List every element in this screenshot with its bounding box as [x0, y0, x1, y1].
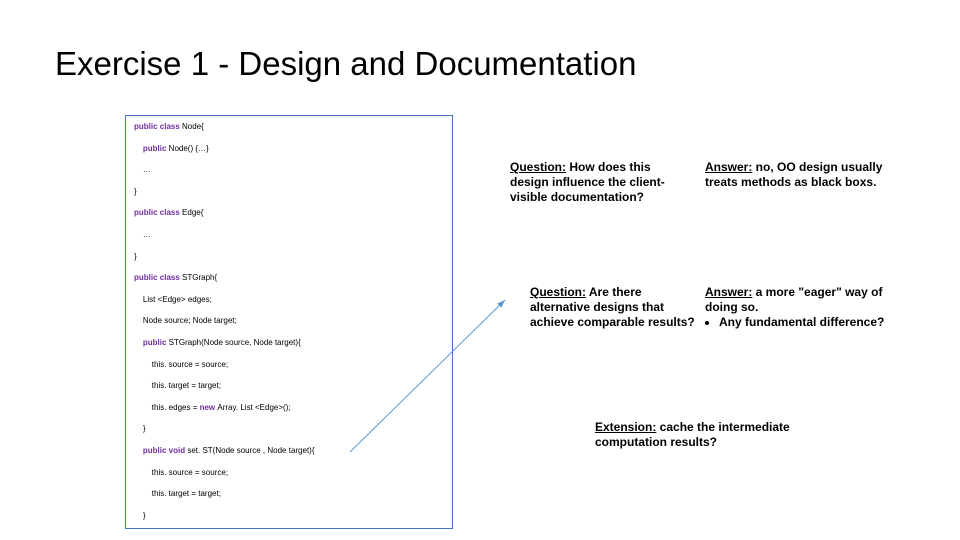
slide: Exercise 1 - Design and Documentation pu… [0, 0, 960, 540]
answer-1-label: Answer: [705, 160, 752, 174]
answer-2: Answer: a more "eager" way of doing so. … [705, 285, 915, 330]
question-2-label: Question: [530, 285, 586, 299]
answer-1: Answer: no, OO design usually treats met… [705, 160, 915, 190]
extension-label: Extension: [595, 420, 656, 434]
extension: Extension: cache the intermediate comput… [595, 420, 815, 450]
question-1: Question: How does this design influence… [510, 160, 685, 205]
code-box: public class Node{ public Node() {…} … }… [125, 115, 453, 529]
answer-2-bullet: Any fundamental difference? [719, 315, 915, 330]
slide-title: Exercise 1 - Design and Documentation [55, 45, 636, 83]
question-1-label: Question: [510, 160, 566, 174]
answer-2-label: Answer: [705, 285, 752, 299]
question-2: Question: Are there alternative designs … [530, 285, 700, 330]
code-content: public class Node{ public Node() {…} … }… [134, 122, 444, 529]
